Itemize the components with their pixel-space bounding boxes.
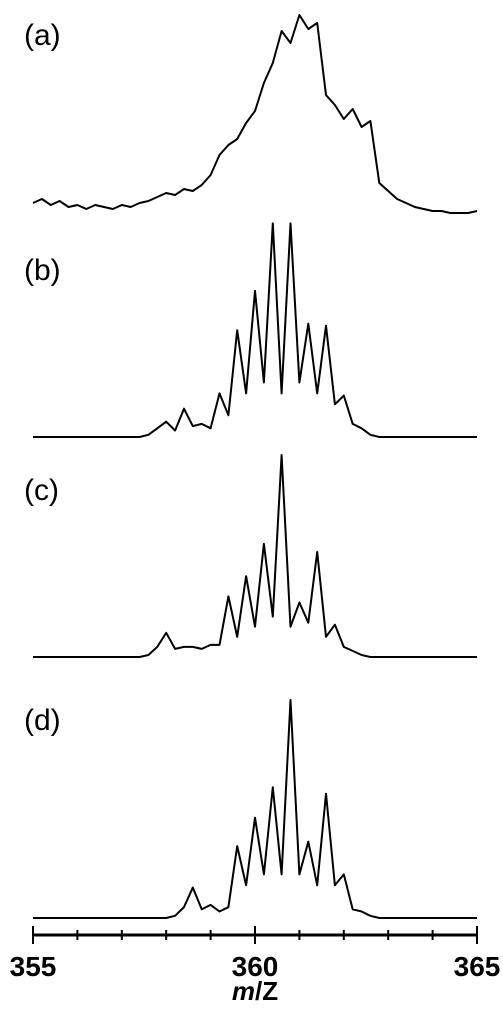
spectrum-panel-d: (d) (24, 699, 477, 919)
x-tick-label: 355 (10, 951, 57, 982)
x-axis-tick-labels: 355 360 365 (10, 951, 501, 982)
spectrum-panel-b: (b) (24, 222, 477, 438)
x-axis-title: m/Z (232, 976, 278, 1006)
panel-label: (b) (24, 254, 61, 287)
spectrum-trace (33, 699, 477, 919)
x-tick-label: 365 (454, 951, 501, 982)
x-axis: 355 360 365 m/Z (10, 926, 501, 1006)
spectra-panels: (a) (b) (c) (d) (24, 14, 478, 919)
x-tick-label: 360 (232, 951, 279, 982)
x-axis-title-italic: m (232, 976, 255, 1006)
x-axis-title-rest: /Z (255, 976, 278, 1006)
spectrum-panel-c: (c) (24, 454, 477, 658)
panel-label: (d) (24, 704, 61, 737)
spectrum-trace (33, 222, 477, 438)
spectrum-trace (33, 454, 477, 658)
spectrum-panel-a: (a) (24, 14, 478, 214)
x-axis-ticks (32, 926, 478, 944)
spectrum-trace (32, 14, 478, 214)
panel-label: (c) (24, 474, 59, 507)
panel-label: (a) (24, 19, 61, 52)
